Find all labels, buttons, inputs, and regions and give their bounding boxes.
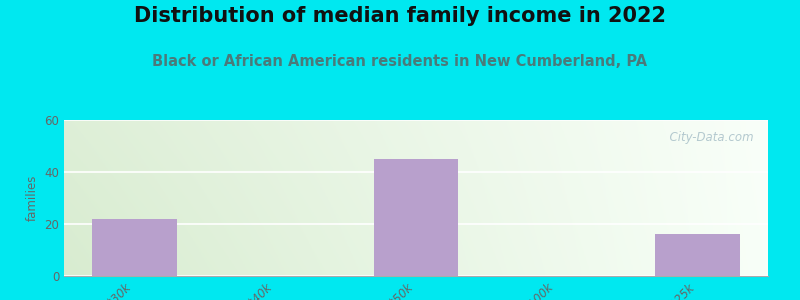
Bar: [655, 234, 740, 276]
Bar: [374, 159, 458, 276]
Text: Distribution of median family income in 2022: Distribution of median family income in …: [134, 6, 666, 26]
Y-axis label: families: families: [26, 175, 38, 221]
Bar: [92, 219, 177, 276]
Text: Black or African American residents in New Cumberland, PA: Black or African American residents in N…: [153, 54, 647, 69]
Text: City-Data.com: City-Data.com: [662, 131, 754, 144]
